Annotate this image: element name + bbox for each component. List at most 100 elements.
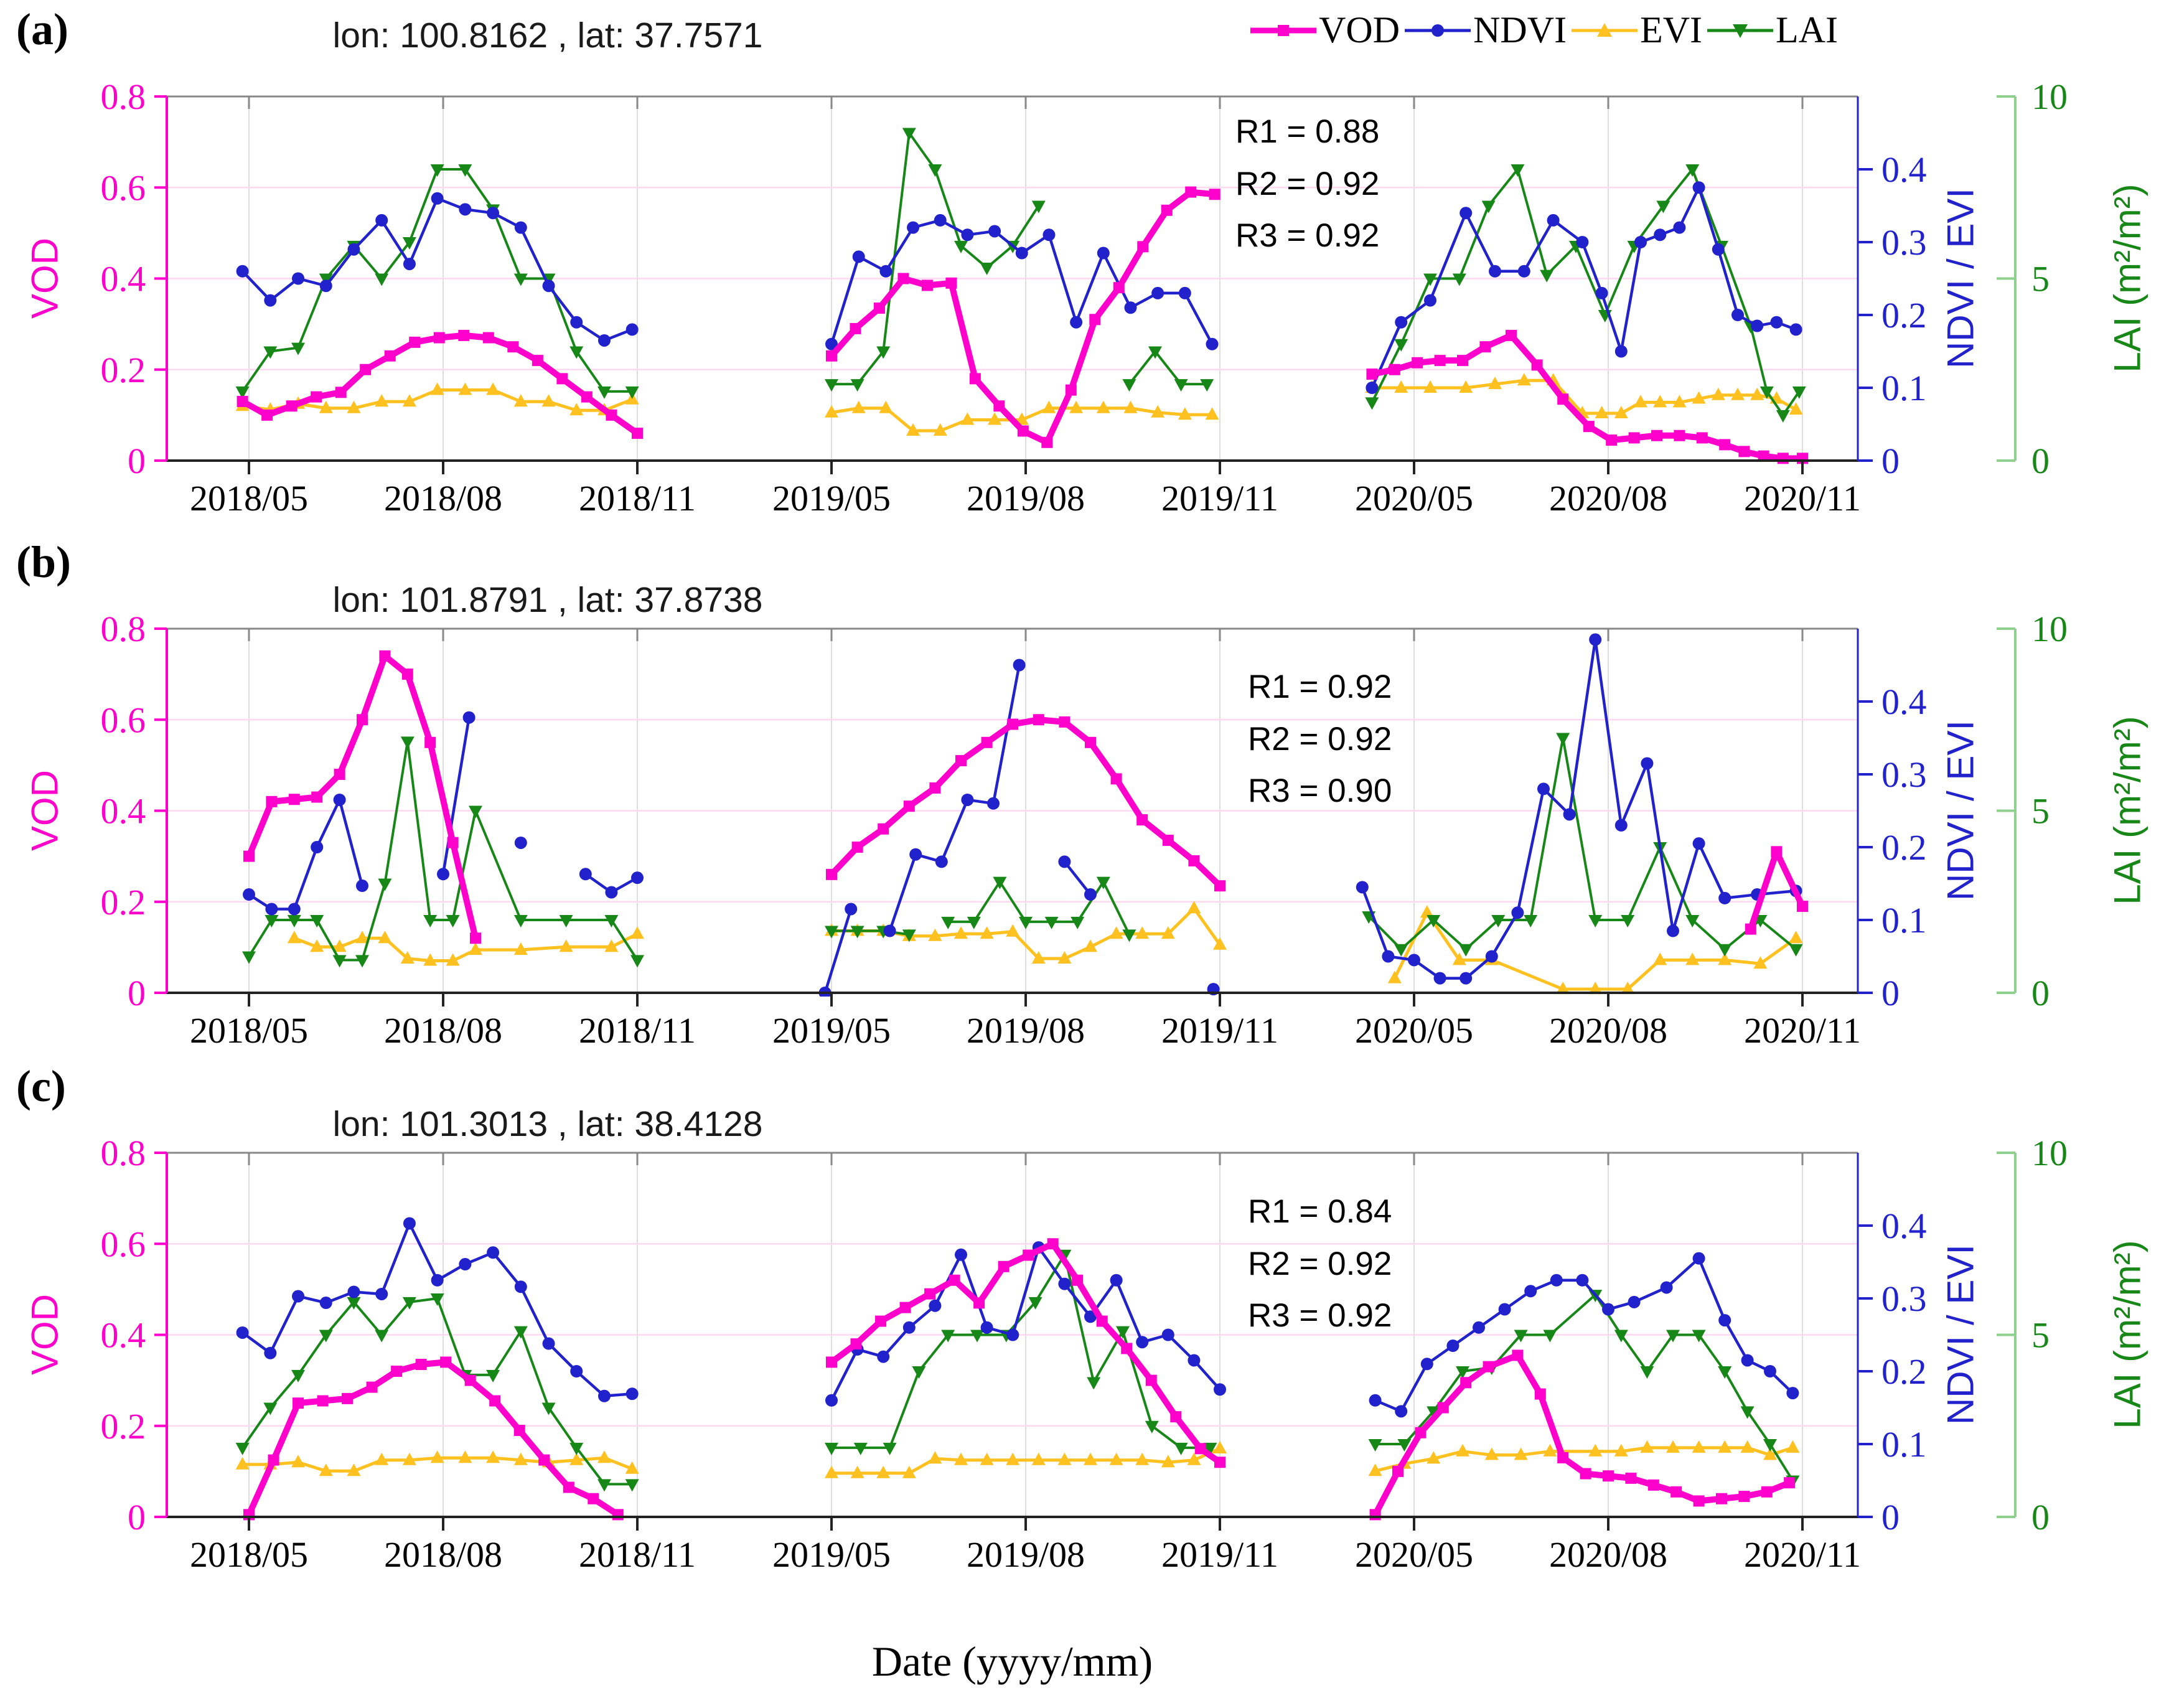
series-evi-panel0 xyxy=(235,373,1803,436)
vod-tick-0.8: 0.8 xyxy=(101,77,146,117)
legend-label-ndvi: NDVI xyxy=(1473,9,1567,50)
panel-b-r-values: R1 = 0.92 R2 = 0.92 R3 = 0.90 xyxy=(1248,661,1392,817)
ndvi-tick-0.3: 0.3 xyxy=(1881,222,1927,263)
series-ndvi-panel2 xyxy=(236,1217,1799,1418)
x-tick-2018-11: 2018/11 xyxy=(579,478,696,518)
x-tick-2019-08: 2019/08 xyxy=(967,478,1085,518)
legend-label-vod: VOD xyxy=(1319,9,1400,50)
panel-c-r2: R2 = 0.92 xyxy=(1248,1245,1392,1282)
x-tick-2019-08: 2019/08 xyxy=(967,1010,1085,1051)
x-tick-2018-05: 2018/05 xyxy=(190,1534,308,1575)
legend: VOD NDVI EVI LAI xyxy=(1249,9,1838,52)
x-tick-2019-11: 2019/11 xyxy=(1161,478,1278,518)
x-tick-2020-11: 2020/11 xyxy=(1744,478,1861,518)
series-vod-panel1 xyxy=(243,650,1808,944)
legend-label-evi: EVI xyxy=(1640,9,1703,50)
legend-item-evi: EVI xyxy=(1570,9,1702,52)
vod-tick-0.2: 0.2 xyxy=(101,350,146,390)
series-evi-panel1 xyxy=(287,901,1803,995)
lai-line-marker-icon xyxy=(1707,24,1774,38)
vod-tick-0.6: 0.6 xyxy=(101,167,146,208)
evi-line-marker-icon xyxy=(1572,22,1638,37)
ndvi-tick-0.4: 0.4 xyxy=(1881,682,1927,722)
ndvi-tick-0.1: 0.1 xyxy=(1881,1424,1927,1465)
panel-a-lai-axis-label: LAI (m²/m²) xyxy=(2106,184,2148,373)
vod-tick-0.8: 0.8 xyxy=(101,1133,146,1173)
ndvi-tick-0.4: 0.4 xyxy=(1881,1206,1927,1246)
x-tick-2018-08: 2018/08 xyxy=(384,1010,502,1051)
vod-tick-0.6: 0.6 xyxy=(101,700,146,740)
legend-label-lai: LAI xyxy=(1776,9,1838,50)
x-tick-2019-08: 2019/08 xyxy=(967,1534,1085,1575)
lai-tick-5: 5 xyxy=(2031,1315,2050,1356)
panel-a-r1: R1 = 0.88 xyxy=(1235,113,1380,150)
panel-c-vod-axis-label: VOD xyxy=(24,1293,66,1376)
panel-a-r2: R2 = 0.92 xyxy=(1235,165,1380,202)
vod-line-marker-icon xyxy=(1250,24,1317,36)
panel-a-ndvi-axis-label: NDVI / EVI xyxy=(1939,187,1982,369)
lai-tick-10: 10 xyxy=(2031,609,2068,649)
x-tick-2018-05: 2018/05 xyxy=(190,1010,308,1051)
ndvi-tick-0.3: 0.3 xyxy=(1881,1279,1927,1319)
x-tick-2020-08: 2020/08 xyxy=(1549,478,1667,518)
vod-tick-0.6: 0.6 xyxy=(101,1224,146,1264)
x-tick-2020-11: 2020/11 xyxy=(1744,1010,1861,1051)
ndvi-tick-0.4: 0.4 xyxy=(1881,149,1927,190)
panel-c-r1: R1 = 0.84 xyxy=(1248,1193,1392,1230)
vod-tick-0: 0 xyxy=(128,441,146,481)
ndvi-tick-0.2: 0.2 xyxy=(1881,1351,1927,1392)
x-tick-2018-08: 2018/08 xyxy=(384,478,502,518)
panel-a-letter: (a) xyxy=(16,4,68,54)
ndvi-tick-0.3: 0.3 xyxy=(1881,754,1927,795)
x-tick-2020-08: 2020/08 xyxy=(1549,1010,1667,1051)
x-tick-2020-11: 2020/11 xyxy=(1744,1534,1861,1575)
lai-tick-0: 0 xyxy=(2031,1497,2050,1537)
x-tick-2019-11: 2019/11 xyxy=(1161,1534,1278,1575)
panel-c-r3: R3 = 0.92 xyxy=(1248,1297,1392,1335)
legend-item-lai: LAI xyxy=(1706,9,1838,52)
vod-tick-0: 0 xyxy=(128,973,146,1013)
series-lai-panel1 xyxy=(242,733,1803,968)
lai-tick-10: 10 xyxy=(2031,77,2068,117)
x-tick-2020-05: 2020/05 xyxy=(1355,1010,1473,1051)
ndvi-tick-0.2: 0.2 xyxy=(1881,827,1927,868)
series-vod-panel2 xyxy=(243,1238,1796,1521)
panel-(c): 2018/05 2018/08 2018/11 2019/05 2019/08 2019/… xyxy=(101,1133,2068,1575)
panel-b-title: lon: 101.8791 , lat: 37.8738 xyxy=(332,580,763,620)
vod-tick-0.2: 0.2 xyxy=(101,882,146,922)
vod-tick-0.4: 0.4 xyxy=(101,1315,146,1356)
panel-c-r-values: R1 = 0.84 R2 = 0.92 R3 = 0.92 xyxy=(1248,1186,1392,1342)
panel-b-ndvi-axis-label: NDVI / EVI xyxy=(1939,720,1982,901)
x-tick-2019-05: 2019/05 xyxy=(772,1010,891,1051)
vod-tick-0.2: 0.2 xyxy=(101,1406,146,1447)
ndvi-tick-0.1: 0.1 xyxy=(1881,368,1927,408)
panel-b-r1: R1 = 0.92 xyxy=(1248,669,1392,705)
x-tick-2019-05: 2019/05 xyxy=(772,478,891,518)
series-ndvi-panel1 xyxy=(243,633,1802,997)
ndvi-tick-0.1: 0.1 xyxy=(1881,900,1927,941)
panel-(b): 2018/05 2018/08 2018/11 2019/05 2019/08 2019/… xyxy=(101,609,2068,1051)
x-tick-2018-11: 2018/11 xyxy=(579,1534,696,1575)
x-tick-2019-05: 2019/05 xyxy=(772,1534,891,1575)
panel-b-r2: R2 = 0.92 xyxy=(1248,720,1392,758)
ndvi-tick-0.2: 0.2 xyxy=(1881,295,1927,336)
lai-tick-10: 10 xyxy=(2031,1133,2068,1173)
vod-tick-0.4: 0.4 xyxy=(101,791,146,832)
series-ndvi-panel0 xyxy=(236,181,1802,394)
panel-a-vod-axis-label: VOD xyxy=(24,237,66,319)
series-evi-panel2 xyxy=(235,1440,1800,1478)
ndvi-tick-0: 0 xyxy=(1881,441,1900,481)
lai-tick-5: 5 xyxy=(2031,259,2050,299)
panel-c-letter: (c) xyxy=(16,1061,66,1111)
x-tick-2020-08: 2020/08 xyxy=(1549,1534,1667,1575)
x-tick-2018-08: 2018/08 xyxy=(384,1534,502,1575)
panel-a-r3: R3 = 0.92 xyxy=(1235,217,1380,255)
ndvi-line-marker-icon xyxy=(1405,24,1471,37)
x-tick-2020-05: 2020/05 xyxy=(1355,1534,1473,1575)
x-tick-2019-11: 2019/11 xyxy=(1161,1010,1278,1051)
x-axis-label: Date (yyyy/mm) xyxy=(871,1638,1153,1685)
panel-c-lai-axis-label: LAI (m²/m²) xyxy=(2106,1240,2148,1429)
panel-b-letter: (b) xyxy=(16,537,71,587)
vod-tick-0.4: 0.4 xyxy=(101,259,146,299)
